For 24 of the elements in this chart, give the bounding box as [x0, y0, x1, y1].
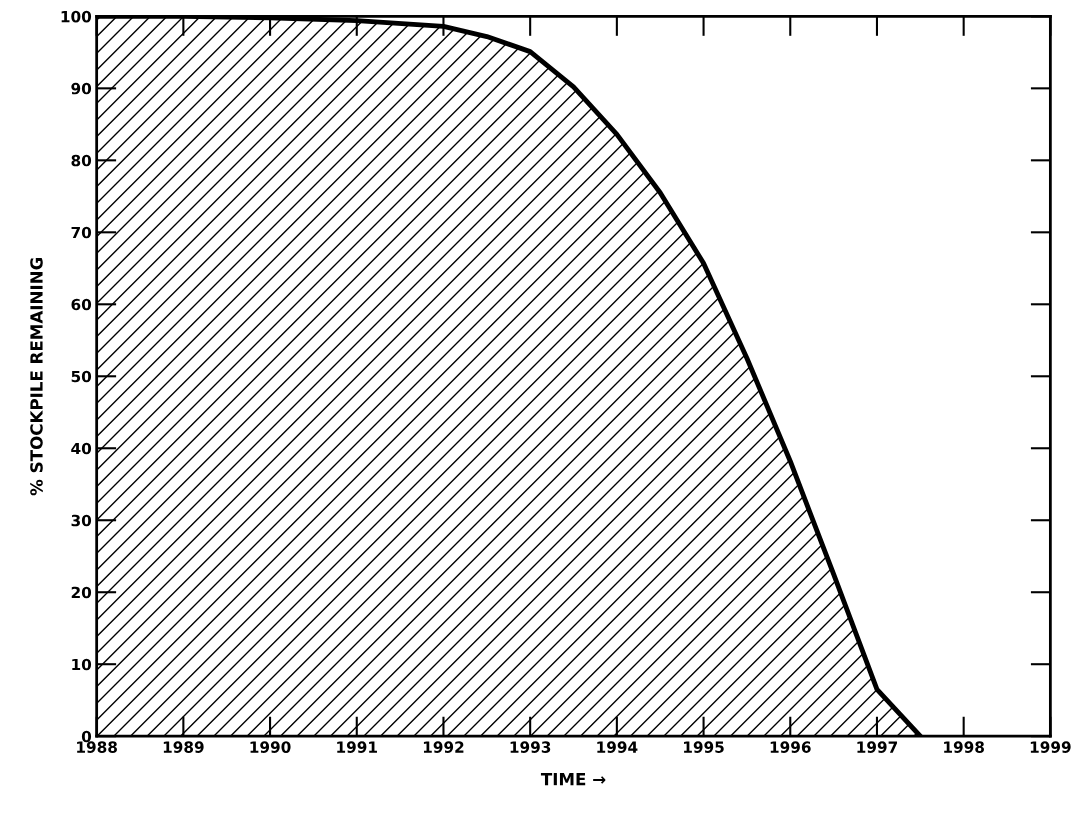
y-tick-label: 70 [71, 226, 92, 239]
x-tick-label: 1989 [163, 741, 204, 753]
y-tick-label: 50 [71, 370, 92, 383]
x-tick-label: 1997 [857, 741, 898, 753]
y-tick-label: 40 [71, 442, 92, 455]
x-tick-label: 1996 [770, 741, 811, 753]
x-axis-title: TIME → [540, 773, 606, 786]
x-tick-label: 1991 [337, 741, 377, 753]
y-tick-label: 90 [71, 82, 92, 95]
x-tick-label: 1994 [597, 741, 638, 753]
x-tick-label: 1988 [77, 741, 117, 753]
y-tick-label: 20 [71, 586, 92, 599]
y-tick-label: 10 [72, 658, 92, 671]
x-tick-label: 1993 [510, 741, 551, 753]
y-tick-label: 80 [71, 154, 92, 167]
y-axis-title: % STOCKPILE REMAINING [30, 257, 43, 496]
x-tick-label: 1995 [684, 741, 724, 753]
x-tick-label: 1998 [944, 741, 984, 753]
x-tick-label: 1990 [250, 741, 291, 753]
y-tick-label: 30 [71, 514, 92, 527]
y-tick-label: 60 [71, 298, 92, 311]
y-tick-label: 100 [61, 10, 92, 23]
x-tick-label: 1999 [1030, 741, 1071, 753]
x-tick-label: 1992 [423, 741, 464, 753]
